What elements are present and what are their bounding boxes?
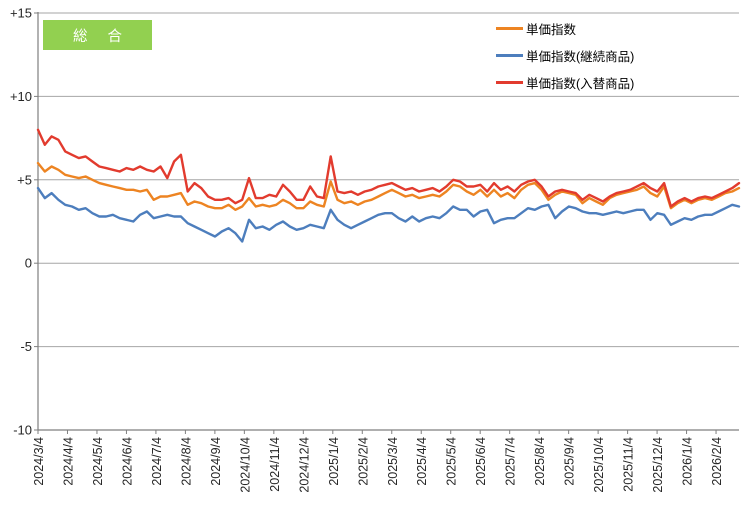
series-line-単価指数(継続商品) [36, 186, 741, 243]
x-tick-label: 2025/9/4 [563, 437, 577, 486]
y-tick-label: +10 [10, 89, 32, 104]
x-tick-label: 2025/7/4 [504, 437, 518, 486]
x-tick-label: 2024/3/4 [32, 437, 46, 486]
x-tick-label: 2025/12/4 [651, 437, 665, 493]
chart-title-badge: 総 合 [43, 20, 152, 50]
x-tick-label: 2024/8/4 [179, 437, 193, 486]
x-tick-label: 2025/5/4 [445, 437, 459, 486]
legend-label: 単価指数(入替商品) [526, 77, 635, 91]
legend-label: 単価指数(継続商品) [526, 50, 635, 64]
x-tick-label: 2025/3/4 [386, 437, 400, 486]
x-tick-label: 2025/11/4 [622, 437, 636, 492]
y-tick-label: +15 [10, 6, 32, 21]
x-tick-label: 2026/2/4 [710, 437, 724, 486]
legend-line-swatch-blue [496, 54, 523, 57]
legend: 単価指数 単価指数(継続商品) 単価指数(入替商品) [496, 15, 634, 96]
x-tick-label: 2024/12/4 [297, 437, 311, 493]
x-tick-label: 2025/1/4 [327, 437, 341, 486]
x-tick-label: 2024/7/4 [150, 437, 164, 486]
series-line-単価指数(入替商品) [36, 128, 741, 208]
legend-line-swatch-red [496, 81, 523, 84]
legend-item-unit-price-index: 単価指数 [496, 15, 634, 42]
x-tick-label: 2024/11/4 [268, 437, 282, 492]
y-tick-label: -5 [20, 339, 32, 354]
x-tick-label: 2024/6/4 [120, 437, 134, 486]
legend-item-replaced-products: 単価指数(入替商品) [496, 69, 634, 96]
x-tick-label: 2025/2/4 [356, 437, 370, 486]
legend-line-swatch-orange [496, 27, 523, 30]
y-tick-label: +5 [17, 172, 32, 187]
legend-item-continuing-products: 単価指数(継続商品) [496, 42, 634, 69]
x-tick-label: 2024/4/4 [61, 437, 75, 486]
x-tick-label: 2025/6/4 [474, 437, 488, 486]
x-tick-label: 2025/4/4 [415, 437, 429, 486]
y-tick-label: -10 [13, 423, 32, 438]
legend-label: 単価指数 [526, 23, 577, 37]
x-tick-label: 2026/1/4 [681, 437, 695, 486]
series-line-単価指数 [36, 161, 741, 212]
y-tick-label: 0 [25, 256, 32, 271]
x-tick-label: 2024/10/4 [238, 437, 252, 493]
x-tick-label: 2025/8/4 [533, 437, 547, 486]
x-tick-label: 2024/5/4 [91, 437, 105, 486]
x-tick-label: 2025/10/4 [592, 437, 606, 493]
x-tick-label: 2024/9/4 [209, 437, 223, 486]
